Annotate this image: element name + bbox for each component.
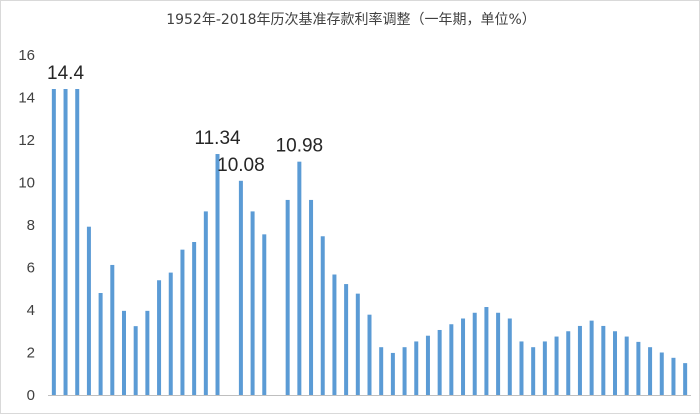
bar [507, 318, 512, 395]
bar [484, 307, 489, 395]
bar [309, 199, 314, 395]
bar [461, 318, 466, 395]
bar [262, 234, 267, 395]
data-label: 11.34 [194, 128, 241, 149]
bar [437, 329, 442, 395]
bar [285, 199, 290, 395]
bar [355, 293, 360, 395]
bar [636, 341, 641, 396]
bar [297, 161, 302, 395]
bar [133, 326, 138, 395]
data-label: 10.08 [217, 155, 265, 176]
bar [659, 352, 664, 395]
bar [449, 324, 454, 395]
bar [390, 352, 395, 395]
bar [402, 347, 407, 395]
data-labels: 14.4 11.34 10.08 10.98 [47, 63, 323, 176]
bar [472, 312, 477, 395]
bar [671, 357, 676, 395]
bar [250, 211, 255, 395]
bar [192, 242, 197, 395]
y-tick-label: 4 [27, 302, 35, 319]
y-tick-label: 8 [27, 217, 35, 234]
data-label: 10.98 [276, 136, 324, 157]
bar [496, 312, 501, 395]
bar [332, 274, 337, 395]
bar [75, 89, 80, 395]
bar [320, 236, 325, 395]
bar [180, 249, 185, 395]
bar [648, 347, 653, 395]
bar [414, 341, 419, 395]
bar [51, 89, 56, 395]
bar [577, 325, 582, 395]
bar [379, 347, 384, 395]
bar [145, 310, 150, 395]
bar [98, 293, 103, 395]
bar [531, 347, 536, 395]
bar [121, 310, 126, 395]
bar [110, 264, 115, 395]
data-label: 14.4 [47, 63, 84, 84]
bar [613, 331, 618, 395]
bar [566, 331, 571, 395]
bar [367, 314, 372, 395]
bar [542, 341, 547, 395]
bar [86, 226, 91, 395]
y-tick-label: 10 [18, 175, 35, 192]
bar [63, 89, 68, 395]
y-tick-label: 0 [27, 387, 35, 404]
bar [238, 180, 243, 395]
bar [344, 284, 349, 395]
bar [215, 154, 220, 395]
y-tick-label: 12 [18, 132, 35, 149]
bar [519, 341, 524, 395]
bar [683, 363, 688, 396]
bar-series [51, 89, 688, 396]
bar [601, 325, 606, 395]
chart-title: 1952年-2018年历次基准存款利率调整（一年期，单位%） [166, 12, 536, 28]
y-tick-label: 6 [27, 260, 35, 277]
bar [168, 272, 173, 395]
bar [589, 320, 594, 396]
bar [624, 336, 629, 395]
y-tick-label: 14 [18, 90, 35, 107]
bar [157, 280, 162, 395]
y-tick-label: 16 [18, 47, 35, 64]
y-axis-ticks: 0 2 4 6 8 10 12 14 16 [18, 47, 35, 404]
bar [425, 335, 430, 395]
y-tick-label: 2 [27, 345, 35, 362]
bar [554, 336, 559, 395]
bar [203, 211, 208, 395]
